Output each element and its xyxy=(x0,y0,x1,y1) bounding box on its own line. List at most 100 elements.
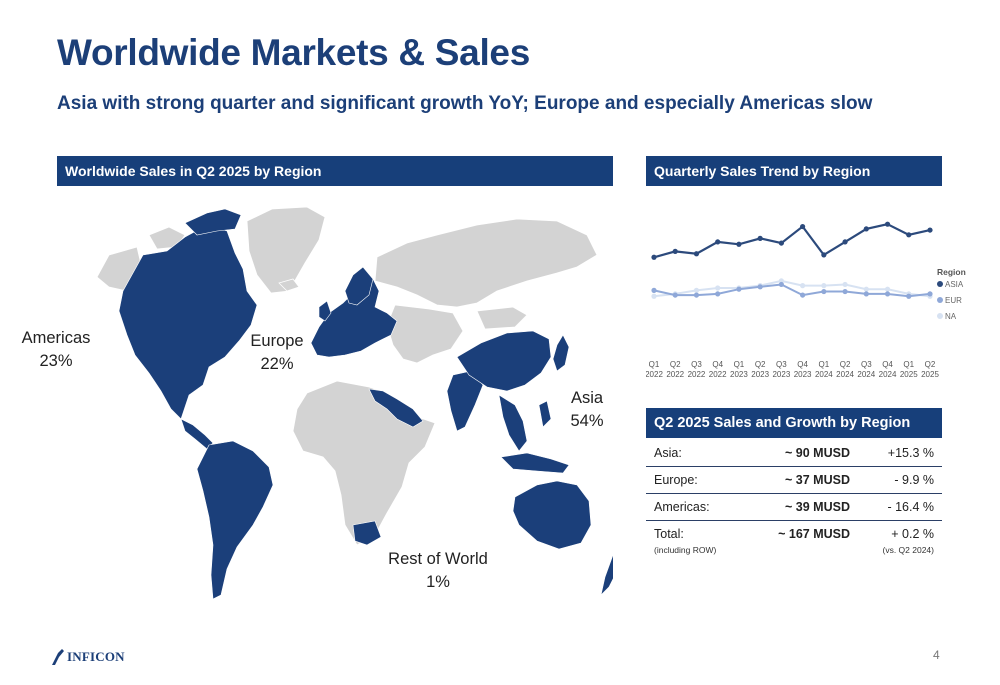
data-point-eur xyxy=(927,291,933,297)
data-point-eur xyxy=(821,288,827,295)
table-cell-region: Americas: xyxy=(654,500,710,514)
new-zealand-shape xyxy=(600,554,613,596)
slide-title: Worldwide Markets & Sales xyxy=(57,32,530,73)
africa-shape xyxy=(292,380,436,546)
x-tick-label: 2022 xyxy=(709,370,727,379)
x-tick-label: 2023 xyxy=(772,370,790,379)
x-tick-label: Q3 xyxy=(776,360,787,369)
iceland-shape xyxy=(278,278,300,292)
legend-swatch-eur xyxy=(937,297,943,303)
world-map xyxy=(96,206,613,600)
data-point-asia xyxy=(651,254,657,260)
table-cell-sales: ~ 167 MUSD xyxy=(778,527,850,541)
data-point-eur xyxy=(715,291,721,297)
table-row-europe: Europe: ~ 37 MUSD - 9.9 % xyxy=(646,467,942,494)
data-point-na xyxy=(821,283,827,289)
x-tick-label: 2023 xyxy=(794,370,812,379)
table-row-americas: Americas: ~ 39 MUSD - 16.4 % xyxy=(646,494,942,521)
table-cell-region: Asia: xyxy=(654,446,682,460)
quarterly-trend-chart: Q12022Q22022Q32022Q42022Q12023Q22023Q320… xyxy=(646,221,966,379)
x-tick-label: Q1 xyxy=(903,360,914,369)
table-cell-growth: - 9.9 % xyxy=(894,473,934,487)
canada-arctic-shape xyxy=(184,208,242,236)
data-point-asia xyxy=(821,252,827,258)
map-label-americas-region: Americas xyxy=(21,329,91,347)
map-label-asia-share: 54% xyxy=(570,412,604,430)
table-total-note: (including ROW) xyxy=(654,545,717,555)
series-line-asia xyxy=(653,223,931,259)
data-point-na xyxy=(800,283,806,289)
table-cell-region: Total: xyxy=(654,527,684,541)
uk-shape xyxy=(318,300,332,322)
map-label-europe-share: 22% xyxy=(260,355,294,373)
x-tick-label: 2025 xyxy=(900,370,918,379)
table-cell-region: Europe: xyxy=(654,473,698,487)
series-line-na xyxy=(653,279,931,298)
data-point-na xyxy=(651,293,657,299)
data-point-eur xyxy=(757,284,763,290)
data-point-asia xyxy=(884,221,891,227)
middle-east-shape xyxy=(368,388,424,428)
mongolia-shape xyxy=(476,306,528,330)
data-point-asia xyxy=(736,241,742,247)
russia-shape xyxy=(374,218,598,308)
data-point-eur xyxy=(651,287,657,293)
page-number: 4 xyxy=(933,648,940,662)
data-point-asia xyxy=(778,240,784,246)
map-label-asia-region: Asia xyxy=(570,389,604,407)
x-tick-label: 2023 xyxy=(751,370,769,379)
central-america-shape xyxy=(180,418,214,450)
x-tick-label: Q2 xyxy=(925,360,936,369)
map-label-row-region: Rest of World xyxy=(388,550,488,568)
data-point-eur xyxy=(884,291,891,297)
table-row-asia: Asia: ~ 90 MUSD +15.3 % xyxy=(646,440,942,467)
southeast-asia-shape xyxy=(498,394,528,452)
sales-growth-table: Asia: ~ 90 MUSD +15.3 % Europe: ~ 37 MUS… xyxy=(646,440,942,561)
legend-label-asia: ASIA xyxy=(945,280,964,289)
data-point-asia xyxy=(906,232,912,238)
data-point-na xyxy=(884,286,891,292)
japan-shape xyxy=(552,334,570,372)
x-tick-label: Q4 xyxy=(882,360,893,369)
data-point-asia xyxy=(927,227,933,233)
series-line-eur xyxy=(653,283,931,298)
data-point-eur xyxy=(672,292,678,298)
x-tick-label: 2024 xyxy=(836,370,854,379)
x-tick-label: Q4 xyxy=(712,360,723,369)
data-point-na xyxy=(693,287,700,293)
x-tick-label: 2022 xyxy=(666,370,684,379)
data-point-asia xyxy=(715,239,721,245)
x-tick-label: 2023 xyxy=(730,370,748,379)
data-point-asia xyxy=(757,235,763,241)
map-highlighted-regions xyxy=(118,208,613,600)
table-cell-growth: + 0.2 % xyxy=(891,527,934,541)
x-tick-label: Q1 xyxy=(734,360,745,369)
china-shape xyxy=(456,330,552,392)
data-point-eur xyxy=(906,293,912,299)
europe-shape xyxy=(310,278,398,358)
table-cell-sales: ~ 90 MUSD xyxy=(785,446,850,460)
x-tick-label: Q2 xyxy=(670,360,681,369)
table-cell-growth: +15.3 % xyxy=(887,446,934,460)
map-panel-header: Worldwide Sales in Q2 2025 by Region xyxy=(57,156,613,186)
map-label-asia: Asia 54% xyxy=(548,387,626,433)
data-point-na xyxy=(715,285,721,291)
x-tick-label: Q4 xyxy=(797,360,808,369)
legend-label-na: NA xyxy=(945,312,957,321)
data-point-na xyxy=(863,286,869,292)
map-other-regions xyxy=(96,206,598,546)
data-point-asia xyxy=(672,248,678,254)
x-tick-label: 2024 xyxy=(857,370,875,379)
map-label-americas: Americas 23% xyxy=(0,327,115,373)
data-point-eur xyxy=(778,281,784,288)
x-tick-label: 2025 xyxy=(921,370,939,379)
south-africa-shape xyxy=(352,520,382,546)
legend-swatch-asia xyxy=(937,281,943,287)
data-point-eur xyxy=(800,292,806,298)
data-point-eur xyxy=(736,286,742,292)
map-label-americas-share: 23% xyxy=(39,352,73,370)
table-row-total: Total: (including ROW) ~ 167 MUSD + 0.2 … xyxy=(646,521,942,561)
north-america-shape xyxy=(118,224,258,420)
map-label-row-share: 1% xyxy=(426,573,450,591)
table-cell-sales: ~ 37 MUSD xyxy=(785,473,850,487)
